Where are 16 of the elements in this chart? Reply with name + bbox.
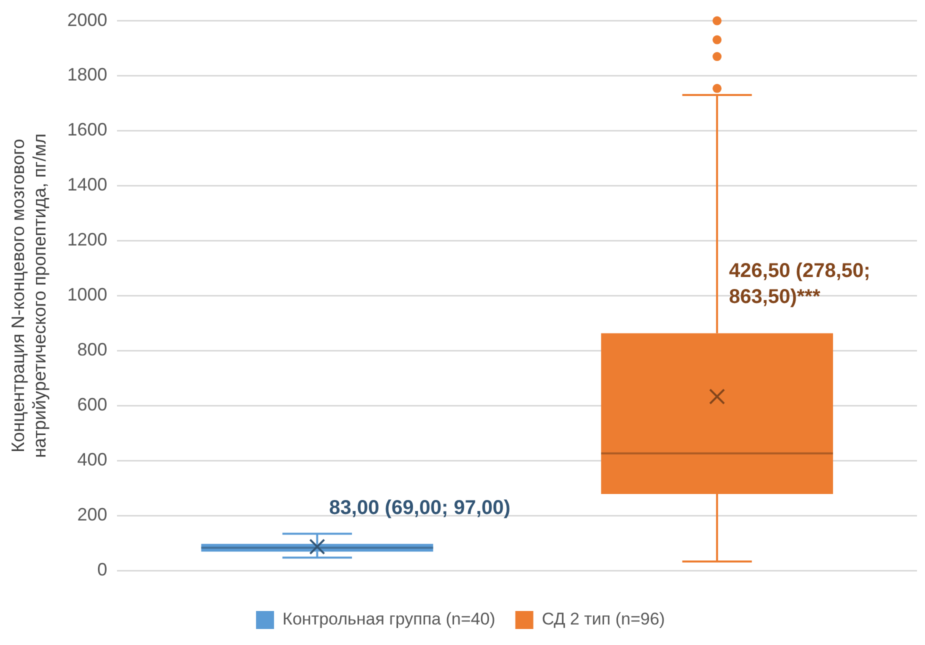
y-tick-label: 1000 — [67, 284, 108, 305]
annotation: 83,00 (69,00; 97,00) — [329, 496, 510, 519]
y-tick-label: 2000 — [67, 10, 108, 30]
y-tick-label: 1400 — [67, 174, 108, 195]
y-tick-label: 0 — [97, 560, 108, 580]
y-tick-label: 1600 — [67, 120, 108, 140]
y-tick-label: 1200 — [67, 230, 108, 250]
annotation: 426,50 (278,50; 863,50)*** — [729, 260, 870, 308]
y-axis-title: Концентрация N-концевого мозгового натрийуретического пропептида, пг/мл — [8, 134, 50, 458]
y-tick-label: 800 — [77, 340, 108, 360]
legend-label: Контрольная группа (n=40) — [282, 610, 496, 629]
y-tick-label: 400 — [77, 450, 108, 470]
legend-label: СД 2 тип (n=96) — [542, 610, 665, 629]
y-tick-label: 200 — [77, 504, 108, 525]
y-tick-label: 600 — [77, 394, 108, 415]
y-tick-label: 1800 — [67, 64, 108, 85]
